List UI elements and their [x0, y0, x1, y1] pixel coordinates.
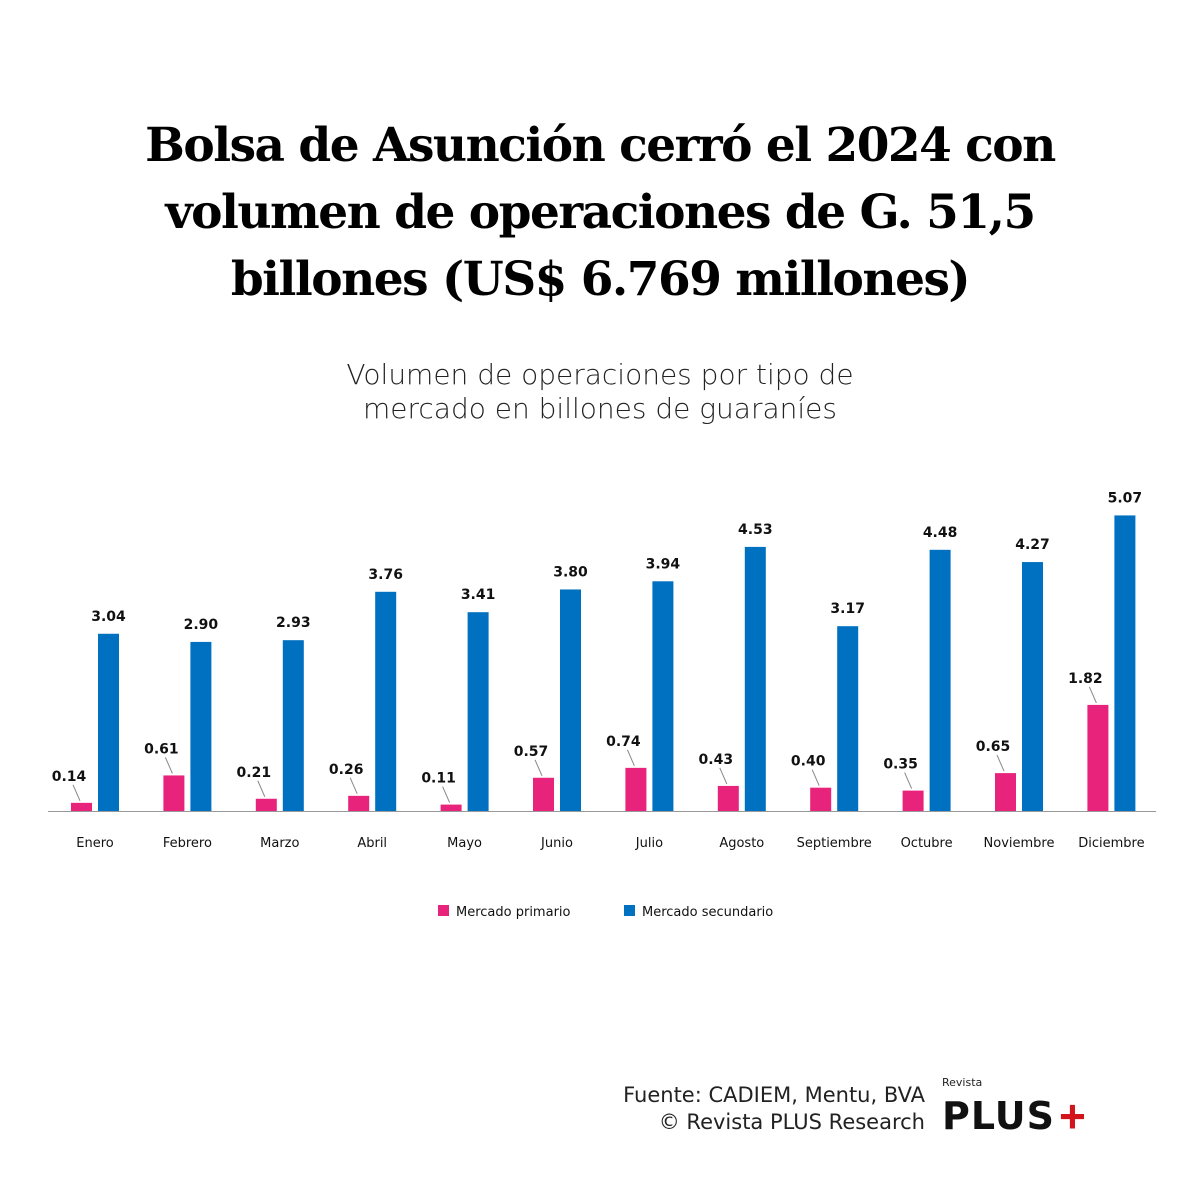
data-label-secondary: 2.90 [184, 617, 219, 633]
data-label-primary: 0.40 [791, 754, 826, 770]
x-tick-label: Agosto [719, 836, 764, 851]
data-label-secondary: 3.41 [461, 587, 496, 603]
legend-swatch-secondary [624, 905, 635, 916]
bar-secondary [98, 633, 119, 811]
bar-secondary [282, 640, 304, 811]
data-label-secondary: 4.48 [923, 525, 958, 541]
data-label-primary: 0.26 [329, 762, 364, 778]
leader-line [442, 786, 451, 803]
logo-big-text: PLUS [942, 1094, 1055, 1138]
bar-primary [1087, 704, 1109, 811]
bar-secondary [929, 549, 951, 811]
revista-plus-logo: Revista PLUS+ [942, 1076, 1086, 1143]
data-label-secondary: 3.76 [368, 567, 403, 583]
bar-primary [995, 773, 1016, 811]
x-tick-label: Marzo [260, 836, 299, 851]
data-label-secondary: 2.93 [276, 615, 311, 631]
bar-secondary [467, 612, 489, 811]
bar-secondary [652, 581, 674, 811]
x-tick-label: Julio [635, 836, 663, 851]
x-tick-label: Mayo [447, 836, 482, 851]
leader-line [996, 754, 1005, 772]
x-tick-label: Diciembre [1078, 836, 1144, 851]
copyright-line: © Revista PLUS Research [658, 1110, 925, 1134]
bar-chart: 0.14 3.04 Enero 0.61 2.90 Febrero 0.21 2.93 Marz… [48, 490, 1156, 920]
x-tick-label: Febrero [163, 836, 212, 851]
leader-line [719, 767, 728, 785]
leader-line [904, 772, 913, 789]
subtitle-line: mercado en billones de guaraníes [363, 392, 837, 425]
bar-primary [440, 804, 462, 811]
legend-label-secondary: Mercado secundario [642, 905, 773, 920]
data-label-secondary: 3.17 [830, 601, 865, 617]
bar-secondary [744, 546, 766, 811]
bar-secondary [1114, 515, 1136, 811]
headline: Bolsa de Asunción cerró el 2024 con volu… [0, 112, 1200, 313]
bar-secondary [837, 626, 859, 811]
bar-primary [348, 795, 370, 811]
bar-primary [163, 775, 185, 811]
plus-cross-icon: + [1058, 1090, 1086, 1142]
data-label-primary: 0.21 [237, 765, 272, 781]
leader-line [164, 757, 173, 774]
x-tick-label: Septiembre [797, 836, 872, 851]
leader-line [72, 784, 81, 802]
data-label-primary: 0.43 [699, 752, 734, 768]
bar-primary [625, 767, 647, 811]
headline-line: volumen de operaciones de G. 51,5 [165, 185, 1036, 240]
logo-small-text: Revista [942, 1076, 983, 1089]
data-label-primary: 0.35 [883, 757, 918, 773]
data-label-primary: 0.61 [144, 741, 179, 757]
x-tick-label: Abril [357, 836, 387, 851]
leader-line [811, 769, 820, 786]
data-label-secondary: 4.53 [738, 522, 773, 538]
data-label-primary: 0.14 [52, 769, 87, 785]
data-label-primary: 0.74 [606, 734, 641, 750]
legend-label-primary: Mercado primario [456, 905, 571, 920]
x-tick-label: Junio [540, 836, 573, 851]
bar-secondary [190, 641, 212, 811]
leader-line [534, 759, 543, 776]
data-label-secondary: 5.07 [1108, 490, 1143, 506]
leader-line [349, 777, 358, 795]
bar-primary [902, 790, 924, 811]
source-line: Fuente: CADIEM, Mentu, BVA [623, 1083, 925, 1107]
data-label-primary: 0.65 [976, 739, 1011, 755]
data-label-secondary: 3.04 [91, 609, 126, 625]
data-label-primary: 1.82 [1068, 671, 1103, 687]
leader-line [1088, 686, 1097, 704]
bar-primary [255, 798, 277, 811]
source-note: Fuente: CADIEM, Mentu, BVA © Revista PLU… [623, 1082, 925, 1136]
bar-primary [810, 787, 832, 811]
leader-line [626, 749, 635, 767]
data-label-secondary: 3.94 [646, 556, 681, 572]
bar-secondary [560, 589, 581, 811]
data-label-primary: 0.11 [421, 771, 456, 787]
data-label-primary: 0.57 [514, 744, 549, 760]
chart-subtitle: Volumen de operaciones por tipo de merca… [0, 358, 1200, 426]
headline-line: Bolsa de Asunción cerró el 2024 con [145, 118, 1056, 173]
leader-line [257, 780, 266, 797]
x-tick-label: Noviembre [984, 836, 1055, 851]
bar-primary [71, 802, 92, 811]
headline-line: billones (US$ 6.769 millones) [230, 252, 971, 307]
x-tick-label: Enero [76, 836, 114, 851]
bar-primary [717, 785, 739, 811]
data-label-secondary: 3.80 [553, 564, 588, 580]
subtitle-line: Volumen de operaciones por tipo de [346, 358, 854, 391]
bar-primary [533, 777, 554, 811]
legend-swatch-primary [438, 905, 449, 916]
x-tick-label: Octubre [901, 836, 953, 851]
data-label-secondary: 4.27 [1015, 537, 1050, 553]
bar-secondary [1022, 562, 1043, 811]
bar-secondary [375, 591, 397, 811]
